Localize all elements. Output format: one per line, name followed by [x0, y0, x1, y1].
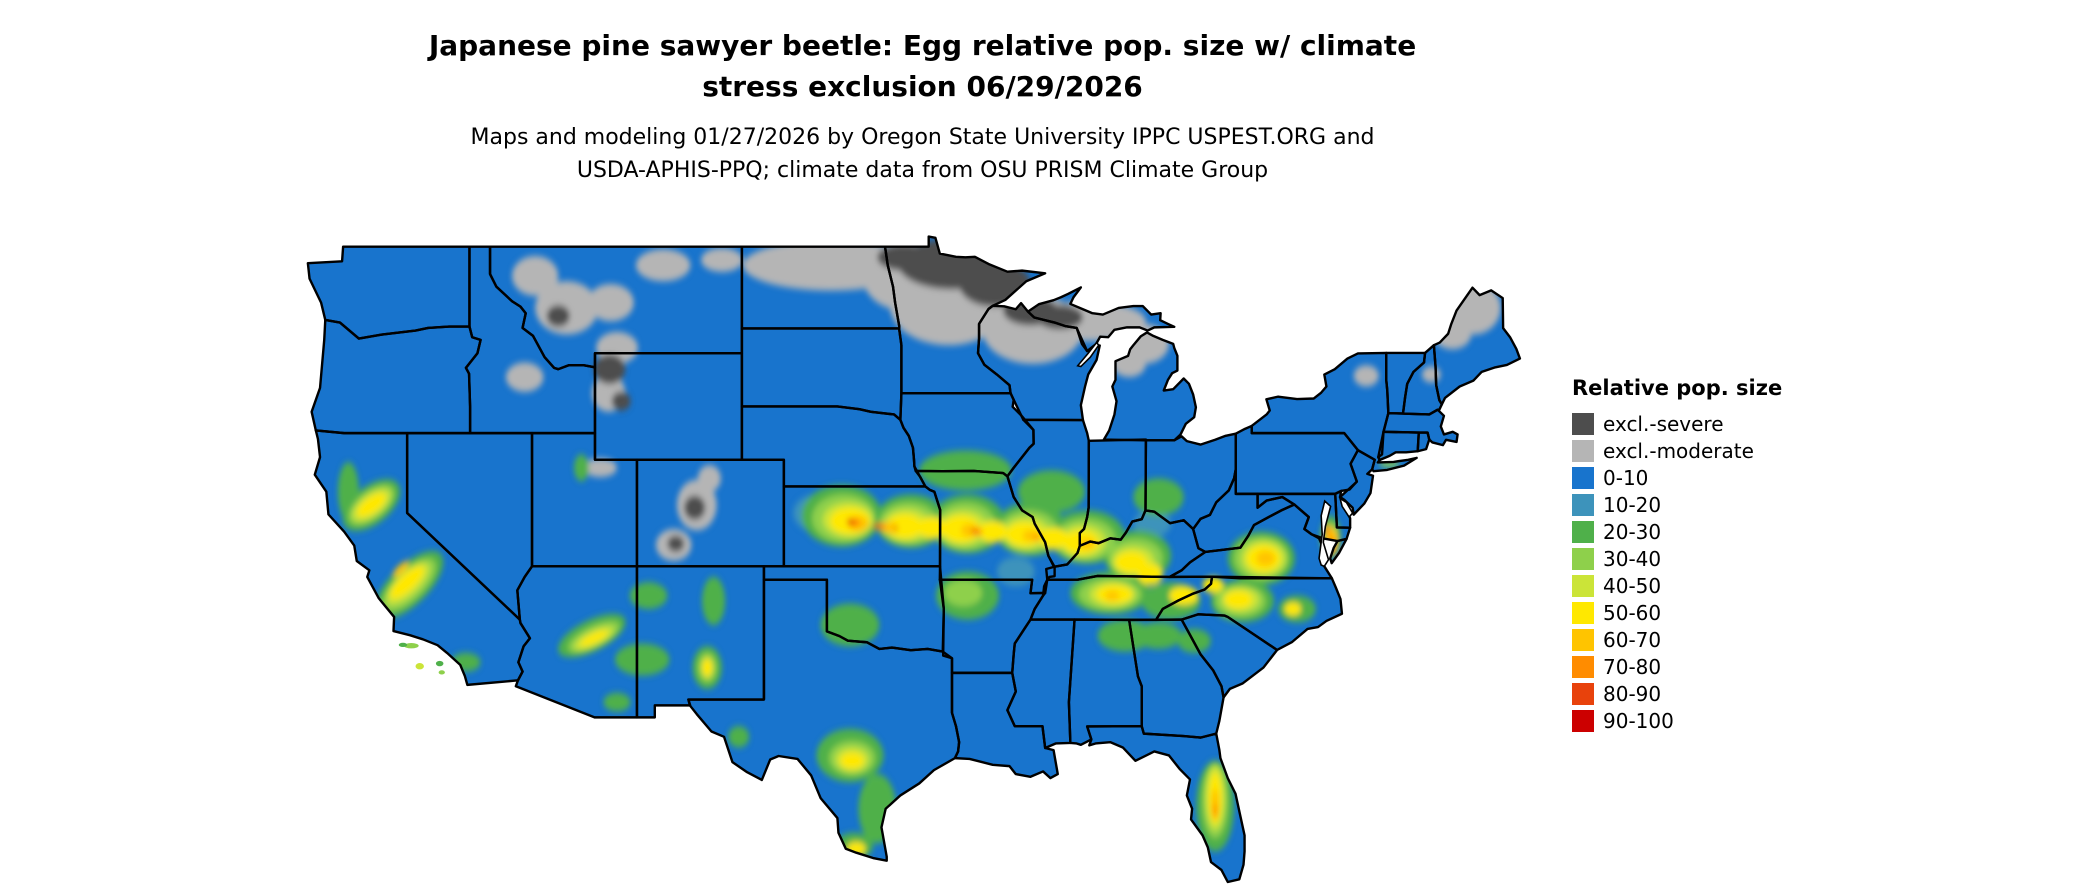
- legend-item: excl.-moderate: [1572, 437, 1782, 464]
- map-raster-overlay: [337, 238, 1501, 860]
- delaware-bay: [1340, 498, 1353, 517]
- legend-label: 60-70: [1603, 627, 1662, 652]
- legend-swatch: [1572, 547, 1594, 570]
- page-title: Japanese pine sawyer beetle: Egg relativ…: [0, 26, 1845, 107]
- legend-label: 10-20: [1603, 492, 1662, 517]
- water-bodies: [1078, 343, 1353, 567]
- legend: Relative pop. size excl.-severe excl.-mod…: [1572, 376, 1782, 734]
- legend-item: 80-90: [1572, 680, 1782, 707]
- map-subtitle: Maps and modeling 01/27/2026 by Oregon S…: [0, 121, 1845, 187]
- legend-title: Relative pop. size: [1572, 376, 1783, 400]
- legend-swatch: [1572, 682, 1594, 705]
- header: Japanese pine sawyer beetle: Egg relativ…: [0, 26, 1845, 187]
- legend-label: 50-60: [1603, 600, 1662, 625]
- legend-swatch: [1572, 601, 1594, 624]
- green-bay: [1078, 343, 1099, 367]
- legend-swatch: [1572, 655, 1594, 678]
- legend-item: 40-50: [1572, 572, 1782, 599]
- map-subtitle-line2: USDA-APHIS-PPQ; climate data from OSU PR…: [576, 158, 1269, 184]
- legend-item: 30-40: [1572, 545, 1782, 572]
- legend-label: 70-80: [1603, 654, 1662, 679]
- legend-swatch: [1572, 493, 1594, 516]
- legend-label: 80-90: [1603, 681, 1662, 706]
- chesapeake-bay: [1319, 501, 1331, 566]
- legend-swatch: [1572, 466, 1594, 489]
- us-distribution-map: [298, 228, 1530, 886]
- us-map-svg: [298, 228, 1530, 886]
- map-subtitle-line1: Maps and modeling 01/27/2026 by Oregon S…: [470, 125, 1375, 151]
- legend-item: 20-30: [1572, 518, 1782, 545]
- legend-swatch: [1572, 574, 1594, 597]
- legend-item: excl.-severe: [1572, 410, 1782, 437]
- legend-swatch: [1572, 412, 1594, 435]
- legend-label: excl.-moderate: [1603, 438, 1754, 463]
- legend-label: 30-40: [1603, 546, 1662, 571]
- legend-label: 40-50: [1603, 573, 1662, 598]
- legend-item: 10-20: [1572, 491, 1782, 518]
- legend-swatch: [1572, 628, 1594, 651]
- page-title-line2: stress exclusion 06/29/2026: [702, 69, 1143, 103]
- legend-label: 20-30: [1603, 519, 1662, 544]
- legend-item: 60-70: [1572, 626, 1782, 653]
- offshore-islands: [398, 642, 445, 675]
- legend-swatch: [1572, 439, 1594, 462]
- legend-label: 0-10: [1603, 465, 1649, 490]
- legend-item: 50-60: [1572, 599, 1782, 626]
- legend-label: 90-100: [1603, 708, 1674, 733]
- legend-label: excl.-severe: [1603, 411, 1724, 436]
- legend-item: 90-100: [1572, 707, 1782, 734]
- legend-swatch: [1572, 520, 1594, 543]
- page-title-line1: Japanese pine sawyer beetle: Egg relativ…: [428, 29, 1417, 62]
- legend-items: excl.-severe excl.-moderate 0-10 10-20 20-30…: [1572, 410, 1782, 734]
- legend-item: 0-10: [1572, 464, 1782, 491]
- legend-item: 70-80: [1572, 653, 1782, 680]
- legend-swatch: [1572, 709, 1594, 732]
